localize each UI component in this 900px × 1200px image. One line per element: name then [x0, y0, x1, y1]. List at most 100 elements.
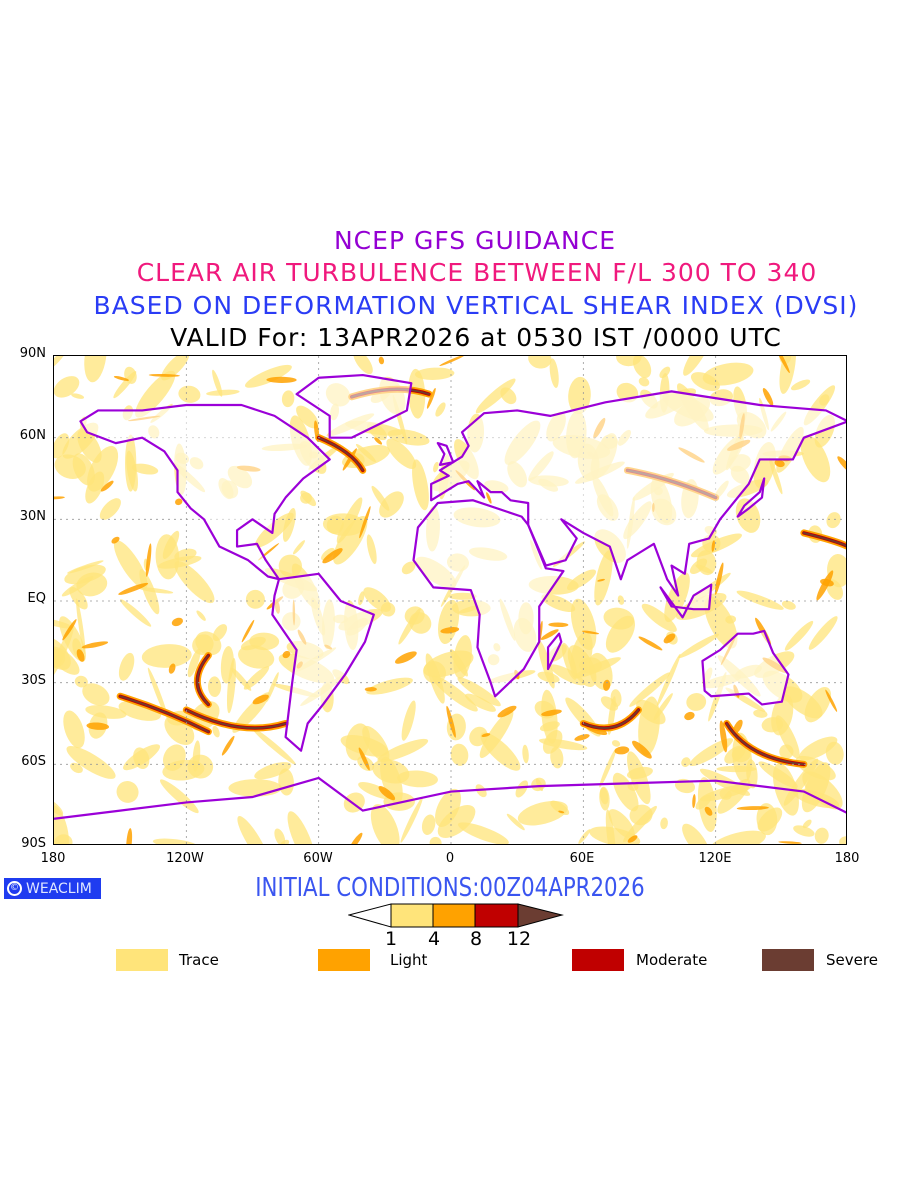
- turbulence-trace-patch: [538, 738, 588, 751]
- turbulence-trace-patch: [296, 405, 319, 429]
- lat-label: 60N: [19, 428, 46, 443]
- turbulence-light-patch: [581, 630, 600, 635]
- lat-label: 90S: [21, 836, 46, 851]
- turbulence-trace-patch: [632, 356, 652, 378]
- lat-label: 30N: [19, 509, 46, 524]
- turbulence-light-patch: [221, 735, 235, 756]
- turbulence-trace-patch: [682, 823, 710, 844]
- turbulence-trace-patch: [681, 757, 691, 767]
- turbulence-trace-patch: [449, 649, 468, 677]
- turbulence-trace-patch: [266, 672, 279, 703]
- turbulence-trace-patch: [826, 512, 841, 529]
- turbulence-light-patch: [349, 832, 363, 844]
- turbulence-trace-patch: [783, 686, 823, 719]
- turbulence-severe-band: [802, 532, 846, 547]
- turbulence-trace-patch: [674, 778, 696, 794]
- colorbar-bin-light: [432, 903, 476, 928]
- lon-label: 180: [834, 851, 860, 866]
- turbulence-trace-patch: [207, 676, 222, 698]
- weaclim-logo: © WEACLIM: [4, 878, 101, 899]
- turbulence-trace-patch: [599, 786, 610, 811]
- turbulence-trace-patch: [343, 792, 365, 813]
- turbulence-trace-patch: [541, 593, 576, 612]
- turbulence-light-patch: [497, 705, 517, 718]
- turbulence-light-patch: [548, 622, 569, 628]
- turbulence-trace-patch: [212, 369, 223, 397]
- turbulence-trace-patch: [500, 387, 517, 405]
- turbulence-trace-patch: [131, 463, 159, 475]
- coastline-eurasia: [430, 390, 846, 597]
- title-valid-time: VALID For: 13APR2026 at 0530 IST /0000 U…: [170, 323, 782, 352]
- turbulence-trace-patch: [123, 744, 161, 771]
- turbulence-trace-patch: [135, 370, 176, 418]
- turbulence-light-patch: [54, 496, 65, 500]
- turbulence-light-patch: [282, 650, 291, 659]
- turbulence-trace-patch: [839, 836, 846, 844]
- lon-label: 120W: [166, 851, 204, 866]
- lat-label: 60S: [21, 754, 46, 769]
- legend-swatch-trace: [116, 949, 168, 971]
- turbulence-light-patch: [86, 722, 110, 730]
- turbulence-trace-patch: [76, 572, 108, 597]
- turbulence-trace-patch: [757, 807, 783, 832]
- turbulence-light-patch: [481, 733, 491, 738]
- turbulence-light-patch: [364, 687, 377, 692]
- turbulence-trace-patch: [412, 459, 429, 511]
- turbulence-trace-patch: [528, 356, 552, 369]
- turbulence-trace-patch: [678, 633, 720, 659]
- turbulence-trace-patch: [626, 766, 653, 780]
- turbulence-trace-patch: [238, 645, 275, 669]
- coastline-australia: [701, 629, 790, 706]
- turbulence-trace-patch: [401, 561, 416, 575]
- turbulence-trace-patch: [537, 671, 560, 683]
- turbulence-trace-patch: [366, 677, 413, 695]
- turbulence-trace-patch: [226, 657, 236, 714]
- turbulence-trace-patch: [139, 569, 160, 615]
- turbulence-severe-band: [119, 695, 210, 733]
- turbulence-trace-patch: [54, 356, 68, 371]
- turbulence-trace-patch: [686, 693, 707, 711]
- turbulence-trace-patch: [377, 738, 429, 762]
- turbulence-trace-patch: [161, 356, 190, 381]
- turbulence-trace-patch: [425, 653, 445, 704]
- turbulence-trace-patch: [116, 781, 139, 803]
- turbulence-trace-patch: [799, 736, 838, 761]
- turbulence-trace-patch: [517, 800, 568, 826]
- turbulence-trace-patch: [404, 606, 425, 625]
- turbulence-trace-patch: [522, 744, 529, 764]
- turbulence-trace-patch: [152, 838, 198, 844]
- turbulence-trace-patch: [54, 433, 70, 459]
- turbulence-trace-patch: [758, 761, 798, 789]
- turbulence-trace-patch: [386, 438, 417, 470]
- turbulence-trace-patch: [118, 652, 135, 681]
- turbulence-light-patch: [394, 651, 417, 664]
- turbulence-trace-patch: [608, 809, 635, 839]
- title-guidance: NCEP GFS GUIDANCE: [333, 226, 616, 255]
- turbulence-light-patch: [378, 356, 385, 365]
- turbulence-trace-patch: [549, 664, 586, 686]
- turbulence-light-patch: [774, 356, 790, 374]
- turbulence-trace-patch: [421, 814, 436, 835]
- turbulence-trace-patch: [793, 825, 815, 837]
- turbulence-trace-patch: [212, 725, 220, 738]
- turbulence-trace-patch: [437, 804, 476, 838]
- turbulence-trace-patch: [656, 653, 681, 707]
- turbulence-trace-patch: [287, 811, 316, 844]
- turbulence-trace-patch: [475, 378, 516, 414]
- turbulence-trace-patch: [808, 616, 838, 650]
- turbulence-trace-patch: [578, 829, 591, 844]
- turbulence-trace-patch: [379, 491, 404, 518]
- turbulence-light-patch: [774, 459, 785, 468]
- turbulence-trace-patch: [612, 772, 639, 812]
- turbulence-light-patch: [168, 663, 176, 674]
- turbulence-trace-patch: [113, 540, 148, 590]
- turbulence-trace-patch: [458, 605, 481, 614]
- turbulence-light-patch: [541, 709, 562, 717]
- legend-label-trace: Trace: [179, 951, 219, 969]
- turbulence-trace-patch: [664, 572, 690, 623]
- turbulence-trace-patch: [192, 740, 201, 772]
- colorbar: [348, 903, 564, 928]
- turbulence-trace-patch: [141, 644, 192, 668]
- turbulence-trace-patch: [196, 610, 206, 621]
- turbulence-light-patch: [145, 543, 152, 577]
